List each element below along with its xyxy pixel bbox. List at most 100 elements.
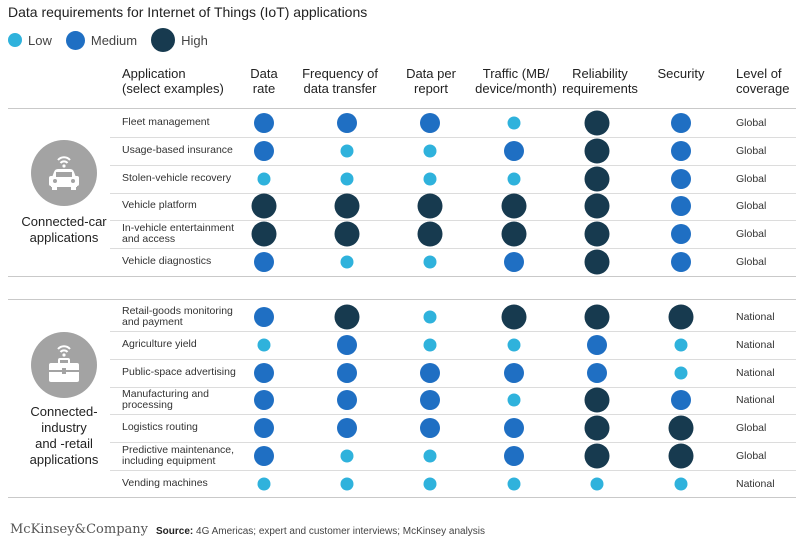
level-dot-high bbox=[417, 221, 443, 247]
level-dot-high bbox=[584, 387, 610, 413]
level-dot-medium bbox=[420, 362, 440, 383]
legend-low-label: Low bbox=[28, 32, 52, 48]
column-header-application: Application (select examples) bbox=[122, 66, 224, 96]
chart-title: Data requirements for Internet of Things… bbox=[8, 4, 368, 20]
level-dot-medium bbox=[254, 113, 274, 133]
legend-item-high: High bbox=[151, 28, 208, 52]
level-dot-medium bbox=[671, 252, 691, 272]
application-name: In-vehicle entertainment and access bbox=[122, 222, 235, 246]
application-name: Agriculture yield bbox=[122, 337, 197, 350]
level-dot-low bbox=[423, 310, 437, 324]
level-dot-medium bbox=[254, 362, 274, 383]
group-label-connected-car: Connected-car applications bbox=[21, 214, 107, 245]
level-dot-medium bbox=[671, 140, 691, 161]
level-dot-low bbox=[257, 172, 271, 186]
level-dot-high bbox=[334, 221, 360, 247]
legend-item-low: Low bbox=[8, 33, 52, 48]
legend-medium-dot bbox=[65, 30, 85, 50]
row-separator bbox=[110, 220, 796, 222]
level-dot-medium bbox=[504, 362, 524, 383]
level-dot-medium bbox=[254, 252, 274, 272]
row-separator bbox=[110, 414, 796, 416]
level-dot-high bbox=[251, 193, 277, 219]
row-separator bbox=[110, 442, 796, 444]
level-dot-high bbox=[584, 110, 610, 136]
application-name: Predictive maintenance, including equipm… bbox=[122, 444, 235, 467]
level-dot-medium bbox=[671, 224, 691, 245]
column-header-reliability: Reliability requirements bbox=[562, 66, 638, 96]
level-dot-medium bbox=[420, 390, 440, 411]
level-dot-high bbox=[501, 304, 527, 330]
column-header-security: Security bbox=[657, 66, 705, 81]
row-separator bbox=[110, 469, 796, 471]
level-dot-low bbox=[340, 144, 354, 158]
level-dot-medium bbox=[504, 418, 524, 439]
coverage-value: National bbox=[736, 338, 775, 351]
level-dot-medium bbox=[587, 362, 607, 383]
level-dot-medium bbox=[254, 418, 274, 439]
level-dot-low bbox=[423, 477, 437, 491]
level-dot-low bbox=[674, 366, 688, 380]
level-dot-low bbox=[340, 477, 354, 491]
coverage-value: National bbox=[736, 311, 775, 323]
level-dot-medium bbox=[671, 390, 691, 411]
level-dot-high bbox=[584, 415, 610, 441]
level-dot-low bbox=[507, 393, 521, 407]
level-dot-high bbox=[668, 304, 694, 330]
level-dot-medium bbox=[337, 334, 357, 355]
level-dot-low bbox=[423, 172, 437, 186]
level-dot-medium bbox=[420, 113, 440, 133]
application-name: Stolen-vehicle recovery bbox=[122, 171, 232, 184]
coverage-value: Global bbox=[736, 450, 767, 462]
column-header-coverage: Level of coverage bbox=[736, 66, 790, 96]
level-dot-high bbox=[668, 443, 694, 469]
row-separator bbox=[110, 386, 796, 388]
level-dot-high bbox=[668, 415, 694, 441]
level-dot-low bbox=[507, 477, 521, 491]
level-dot-high bbox=[584, 166, 610, 192]
group-label-connected-industry: Connected-industry and -retail application… bbox=[29, 404, 99, 467]
legend-item-medium: Medium bbox=[65, 30, 137, 50]
level-dot-medium bbox=[337, 362, 357, 383]
coverage-value: National bbox=[736, 394, 775, 407]
row-separator bbox=[110, 164, 796, 166]
row-separator bbox=[110, 358, 796, 360]
level-dot-low bbox=[340, 255, 354, 269]
coverage-value: National bbox=[736, 477, 775, 490]
level-dot-medium bbox=[254, 307, 274, 327]
coverage-value: Global bbox=[736, 228, 767, 241]
legend-low-dot bbox=[8, 33, 22, 47]
level-dot-high bbox=[584, 221, 610, 247]
coverage-value: Global bbox=[736, 144, 767, 157]
level-dot-low bbox=[423, 338, 437, 352]
level-dot-low bbox=[590, 477, 604, 491]
level-dot-low bbox=[674, 477, 688, 491]
legend: Low Medium High bbox=[8, 28, 222, 52]
row-separator bbox=[110, 192, 796, 194]
source-note: Source: 4G Americas; expert and customer… bbox=[156, 526, 485, 537]
mckinsey-logo: McKinsey&Company bbox=[10, 522, 149, 537]
level-dot-high bbox=[584, 304, 610, 330]
level-dot-low bbox=[257, 477, 271, 491]
legend-high-dot bbox=[151, 28, 176, 52]
level-dot-medium bbox=[337, 418, 357, 439]
briefcase-icon bbox=[31, 332, 97, 398]
level-dot-medium bbox=[504, 446, 524, 466]
table-bottom-line bbox=[8, 497, 796, 498]
coverage-value: Global bbox=[736, 200, 767, 213]
application-name: Vehicle platform bbox=[122, 199, 197, 212]
row-separator bbox=[110, 330, 796, 332]
level-dot-low bbox=[423, 144, 437, 158]
level-dot-high bbox=[584, 443, 610, 469]
level-dot-medium bbox=[671, 113, 691, 133]
level-dot-medium bbox=[504, 140, 524, 161]
level-dot-medium bbox=[671, 196, 691, 217]
level-dot-medium bbox=[504, 252, 524, 272]
group-divider-top bbox=[8, 276, 796, 277]
level-dot-high bbox=[417, 193, 443, 219]
application-name: Fleet management bbox=[122, 116, 210, 128]
coverage-value: National bbox=[736, 366, 775, 379]
level-dot-medium bbox=[420, 418, 440, 439]
legend-high-label: High bbox=[181, 32, 208, 48]
level-dot-medium bbox=[337, 390, 357, 411]
